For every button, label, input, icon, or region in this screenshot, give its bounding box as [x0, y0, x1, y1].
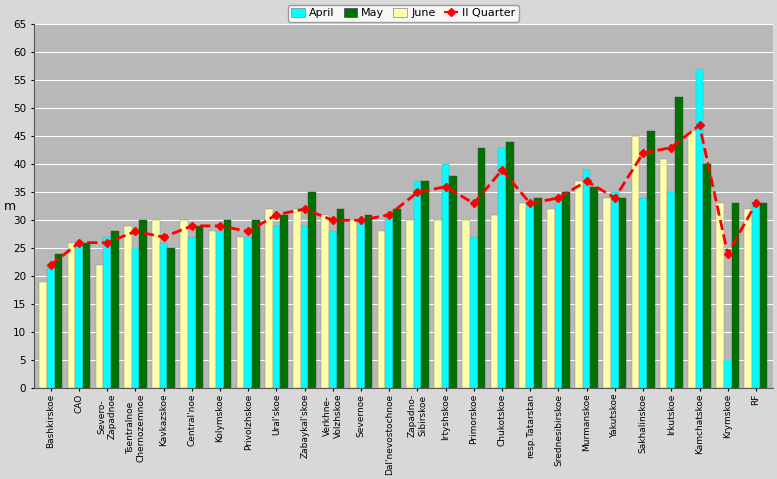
Bar [547, 209, 555, 388]
Bar [40, 282, 47, 388]
Bar [152, 220, 160, 388]
Bar [660, 159, 667, 388]
Bar [385, 215, 393, 388]
Bar [703, 164, 711, 388]
Bar [688, 131, 695, 388]
Bar [583, 170, 591, 388]
Bar [245, 237, 252, 388]
Bar [111, 231, 119, 388]
Bar [54, 254, 62, 388]
Bar [611, 192, 618, 388]
Bar [519, 204, 527, 388]
Bar [675, 97, 683, 388]
Bar [449, 175, 457, 388]
Bar [760, 204, 768, 388]
Bar [498, 148, 506, 388]
Bar [336, 209, 344, 388]
Bar [167, 248, 175, 388]
Bar [647, 131, 654, 388]
Bar [224, 220, 232, 388]
Bar [632, 137, 639, 388]
Bar [252, 220, 260, 388]
Bar [350, 220, 357, 388]
Bar [293, 209, 301, 388]
Bar [393, 209, 401, 388]
Bar [724, 360, 731, 388]
Bar [139, 220, 147, 388]
Bar [188, 237, 196, 388]
Bar [131, 248, 139, 388]
Bar [96, 265, 103, 388]
Bar [470, 237, 478, 388]
Bar [752, 204, 760, 388]
Bar [462, 220, 470, 388]
Bar [618, 198, 626, 388]
Bar [365, 215, 372, 388]
Bar [216, 231, 224, 388]
Bar [273, 226, 280, 388]
Bar [68, 243, 75, 388]
Bar [196, 226, 204, 388]
Bar [308, 192, 316, 388]
Bar [604, 198, 611, 388]
Bar [667, 192, 675, 388]
Bar [434, 220, 442, 388]
Bar [506, 142, 514, 388]
Bar [265, 209, 273, 388]
Bar [83, 243, 90, 388]
Legend: April, May, June, II Quarter: April, May, June, II Quarter [288, 4, 519, 22]
Bar [357, 220, 365, 388]
Bar [731, 204, 739, 388]
Bar [47, 265, 54, 388]
Bar [695, 69, 703, 388]
Bar [237, 237, 245, 388]
Bar [555, 198, 563, 388]
Bar [75, 243, 83, 388]
Bar [639, 198, 647, 388]
Bar [534, 198, 542, 388]
Bar [716, 204, 724, 388]
Bar [442, 164, 449, 388]
Bar [160, 243, 167, 388]
Bar [421, 181, 429, 388]
Bar [329, 231, 336, 388]
Bar [208, 231, 216, 388]
Bar [478, 148, 486, 388]
Bar [744, 209, 752, 388]
Bar [180, 220, 188, 388]
Bar [563, 192, 570, 388]
Y-axis label: m: m [4, 200, 16, 213]
Bar [527, 204, 534, 388]
Bar [322, 215, 329, 388]
Bar [591, 187, 598, 388]
Bar [406, 220, 413, 388]
Bar [103, 237, 111, 388]
Bar [301, 226, 308, 388]
Bar [124, 226, 131, 388]
Bar [490, 215, 498, 388]
Bar [280, 215, 287, 388]
Bar [413, 181, 421, 388]
Bar [378, 231, 385, 388]
Bar [575, 181, 583, 388]
